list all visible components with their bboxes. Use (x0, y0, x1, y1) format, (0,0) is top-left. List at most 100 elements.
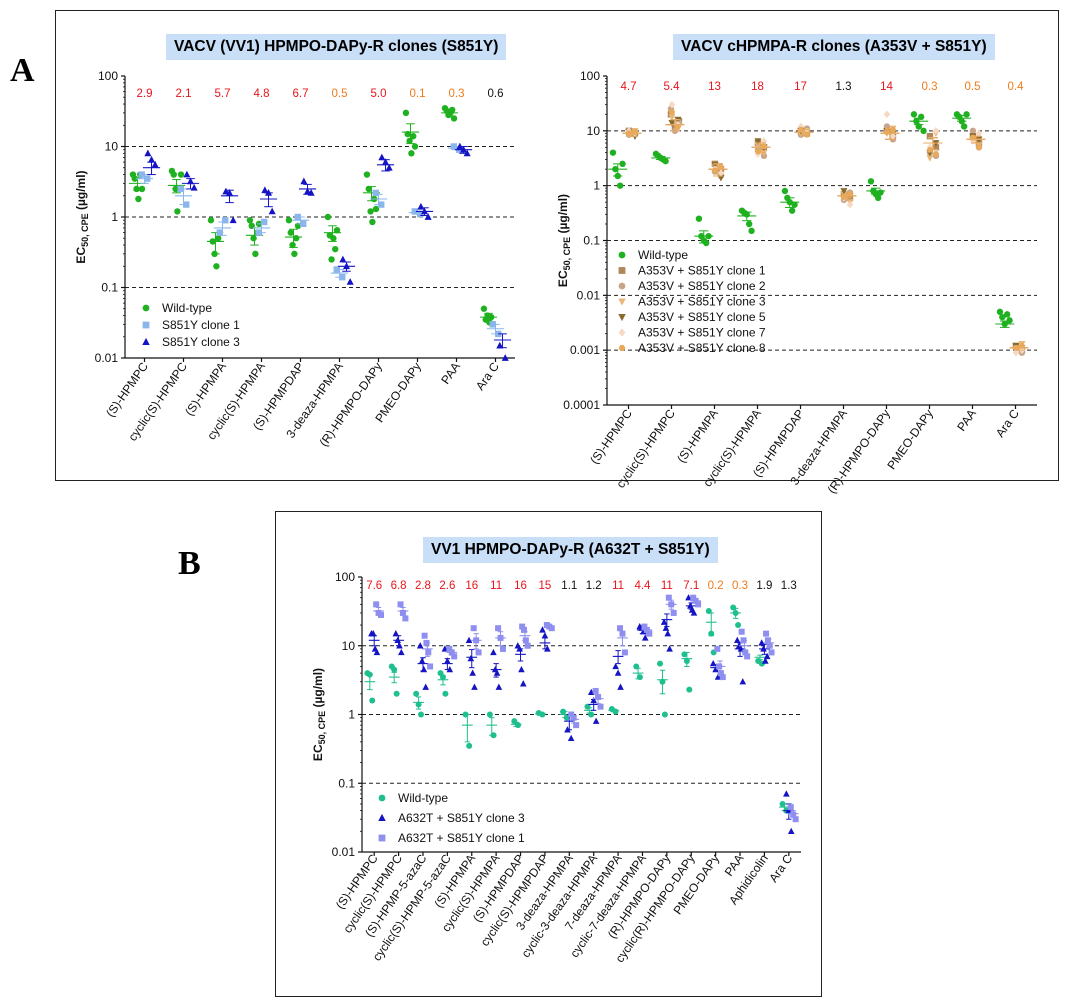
data-point (548, 625, 555, 632)
data-point (668, 119, 676, 127)
data-point (442, 690, 449, 697)
data-point (486, 711, 493, 718)
data-point (369, 218, 376, 226)
data-point (397, 601, 404, 608)
fold-change-label: 16 (465, 580, 478, 592)
fold-change-label: 0.2 (708, 580, 724, 592)
data-point (413, 690, 420, 697)
data-point (592, 717, 600, 724)
panel-a-frame (55, 10, 1059, 481)
fold-change-label: 16 (514, 580, 527, 592)
data-point (144, 149, 152, 157)
panel-a-letter: A (10, 52, 35, 89)
fold-change-label: 5.4 (664, 81, 681, 93)
data-point (614, 669, 622, 676)
fold-change-label: 0.3 (732, 580, 748, 592)
data-point (393, 690, 400, 697)
fold-change-label: 0.5 (332, 88, 348, 100)
data-point (402, 615, 409, 622)
data-point (646, 630, 653, 637)
data-point (466, 742, 473, 749)
data-point (969, 137, 977, 145)
data-point (470, 625, 477, 632)
data-point (174, 208, 181, 215)
data-point (926, 132, 934, 140)
data-point (1006, 317, 1013, 324)
fold-change-label: 6.8 (391, 580, 407, 592)
data-point (768, 649, 775, 656)
data-point (1012, 348, 1020, 357)
data-point (422, 683, 430, 690)
x-tick-label: (S)-HPMPA (674, 407, 721, 466)
data-point (867, 178, 875, 185)
legend-label: Wild-type (398, 791, 448, 805)
data-point (690, 609, 698, 616)
data-point (222, 217, 229, 224)
data-point (250, 235, 257, 242)
x-tick-label: Ara C (473, 359, 502, 392)
legend-marker (142, 304, 150, 312)
data-point (609, 149, 617, 156)
data-point (920, 127, 927, 135)
data-point (695, 601, 702, 608)
data-point (417, 202, 425, 210)
series-a353v-s851y-clone-8 (622, 109, 1029, 351)
data-point (465, 636, 473, 644)
x-tick-label: PMEO-DAPy (884, 407, 936, 472)
legend-marker (378, 834, 386, 842)
data-point (215, 235, 222, 242)
series-wild-type (128, 104, 498, 328)
data-point (446, 645, 453, 652)
data-point (754, 138, 762, 145)
data-point (363, 171, 371, 178)
data-point (410, 132, 417, 140)
data-point (763, 652, 771, 660)
y-tick-label: 0.1 (101, 281, 118, 295)
data-point (246, 217, 254, 224)
data-point (369, 697, 376, 704)
data-point (190, 183, 198, 191)
data-point (999, 313, 1006, 321)
legend-label: A353V + S851Y clone 1 (638, 264, 766, 278)
data-point (657, 660, 664, 667)
data-point (641, 623, 648, 630)
data-point (665, 594, 672, 601)
legend-label: S851Y clone 1 (162, 318, 240, 332)
data-point (425, 649, 432, 656)
data-point (252, 250, 259, 258)
fold-change-label: 11 (490, 580, 502, 592)
data-point (792, 816, 799, 823)
data-point (762, 657, 769, 664)
data-point (932, 151, 940, 157)
legend-marker (618, 298, 626, 306)
legend-marker (618, 345, 626, 351)
panel-a-left-title: VACV (VV1) HPMPO-DAPy-R clones (S851Y) (166, 34, 507, 60)
legend-label: A353V + S851Y clone 3 (638, 295, 766, 309)
data-point (764, 637, 771, 644)
y-tick-label: 10 (587, 124, 601, 138)
fold-change-label: 1.1 (561, 580, 577, 592)
data-point (748, 227, 755, 235)
fold-change-label: 13 (708, 81, 721, 93)
y-tick-label: 1 (111, 210, 118, 224)
data-point (592, 687, 599, 694)
data-point (661, 711, 668, 718)
data-point (996, 308, 1004, 316)
data-point (339, 255, 347, 263)
fold-change-label: 2.1 (176, 88, 192, 100)
data-point (568, 711, 575, 718)
data-point (932, 126, 940, 135)
legend-marker (618, 282, 626, 290)
data-point (402, 109, 410, 117)
data-point (469, 669, 476, 676)
fold-change-label: 0.5 (965, 81, 981, 93)
data-point (717, 169, 725, 177)
y-tick-label: 0.1 (338, 776, 355, 790)
fold-change-label: 0.3 (922, 81, 938, 93)
y-axis-title: EC50, CPE (µg/ml) (311, 668, 327, 761)
data-point (597, 703, 604, 710)
data-point (138, 185, 146, 193)
panel-b-title: VV1 HPMPO-DAPy-R (A632T + S851Y) (423, 537, 718, 563)
data-point (372, 205, 380, 213)
fold-change-label: 6.7 (293, 88, 309, 100)
